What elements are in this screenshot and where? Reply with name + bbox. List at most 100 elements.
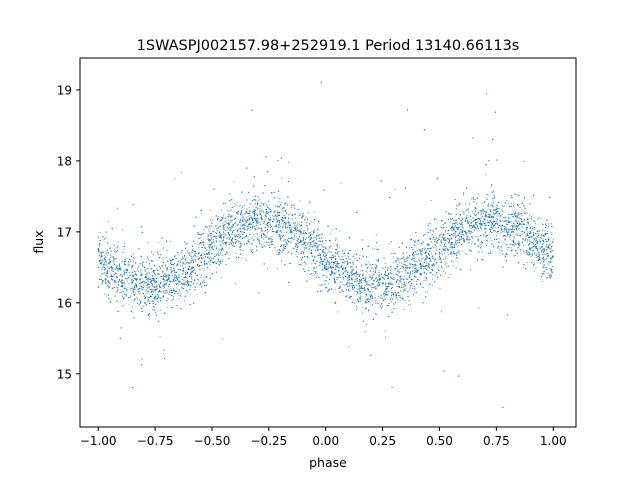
data-point <box>276 210 278 212</box>
data-point <box>550 247 552 249</box>
data-point <box>113 261 115 263</box>
data-point <box>113 249 115 251</box>
data-point <box>529 226 531 228</box>
data-point <box>354 258 356 260</box>
data-point <box>250 210 251 212</box>
data-point <box>414 263 416 265</box>
data-point <box>372 268 374 270</box>
data-point <box>450 274 452 276</box>
data-point <box>413 253 415 254</box>
data-point <box>386 293 388 295</box>
data-point <box>460 233 462 235</box>
data-point <box>377 279 379 281</box>
data-point <box>316 246 318 248</box>
data-point <box>344 270 346 272</box>
data-point <box>105 261 107 263</box>
data-point <box>544 233 546 235</box>
data-point <box>241 230 243 232</box>
data-point <box>99 279 101 281</box>
data-point <box>284 227 286 229</box>
data-point <box>459 236 461 238</box>
data-point <box>100 262 102 264</box>
data-point <box>271 236 273 238</box>
data-point <box>301 241 303 243</box>
data-point <box>508 229 510 231</box>
data-point <box>407 271 409 273</box>
data-point <box>498 238 500 240</box>
data-point <box>139 288 141 290</box>
data-point <box>146 261 148 263</box>
data-point <box>348 346 350 348</box>
data-point <box>341 264 343 266</box>
data-point <box>422 268 424 270</box>
data-point <box>523 244 525 246</box>
data-point <box>494 224 496 226</box>
data-point <box>353 287 355 289</box>
data-point <box>282 217 284 219</box>
data-point <box>278 201 280 203</box>
data-point <box>535 267 537 269</box>
data-point <box>212 230 214 232</box>
data-point <box>244 222 246 224</box>
data-point <box>443 248 445 250</box>
data-point <box>252 224 254 226</box>
data-point <box>320 285 322 287</box>
data-point <box>531 247 533 249</box>
data-point <box>444 222 446 224</box>
data-point <box>499 225 501 227</box>
data-point <box>421 258 423 260</box>
data-point <box>263 238 265 240</box>
data-point <box>277 249 279 251</box>
data-point <box>223 214 225 216</box>
data-point <box>173 295 175 297</box>
data-point <box>103 262 105 264</box>
data-point <box>209 232 211 234</box>
data-point <box>165 268 167 270</box>
data-point <box>311 240 313 242</box>
data-point <box>340 286 342 288</box>
data-point <box>232 219 233 221</box>
data-point <box>181 265 183 267</box>
data-point <box>523 160 525 162</box>
data-point <box>142 262 144 264</box>
data-point <box>165 273 167 275</box>
data-point <box>299 200 301 202</box>
data-point <box>141 280 143 282</box>
data-point <box>300 213 302 215</box>
data-point <box>401 262 403 264</box>
data-point <box>266 213 268 215</box>
data-point <box>137 268 139 270</box>
data-point <box>338 246 340 248</box>
data-point <box>361 312 363 314</box>
data-point <box>154 281 156 283</box>
data-point <box>149 287 151 289</box>
data-point <box>428 225 430 227</box>
data-point <box>361 296 363 298</box>
data-point <box>243 228 245 230</box>
data-point <box>294 223 296 225</box>
data-point <box>424 255 426 257</box>
data-point <box>203 257 205 259</box>
data-point <box>104 293 106 295</box>
data-point <box>253 235 255 237</box>
data-point <box>392 292 394 294</box>
data-point <box>402 268 404 270</box>
data-point <box>415 266 417 268</box>
data-point <box>401 271 403 273</box>
data-point <box>310 231 312 233</box>
data-point <box>426 262 428 264</box>
data-point <box>434 275 436 277</box>
data-point <box>229 220 231 222</box>
data-point <box>549 247 551 249</box>
data-point <box>413 269 415 271</box>
data-point <box>127 280 129 282</box>
data-point <box>393 294 395 296</box>
data-point <box>249 241 251 243</box>
data-point <box>228 238 230 240</box>
data-point <box>413 257 415 259</box>
data-point <box>461 250 463 252</box>
data-point <box>487 206 489 208</box>
data-point <box>102 260 104 262</box>
data-point <box>489 206 491 208</box>
data-point <box>244 258 246 260</box>
